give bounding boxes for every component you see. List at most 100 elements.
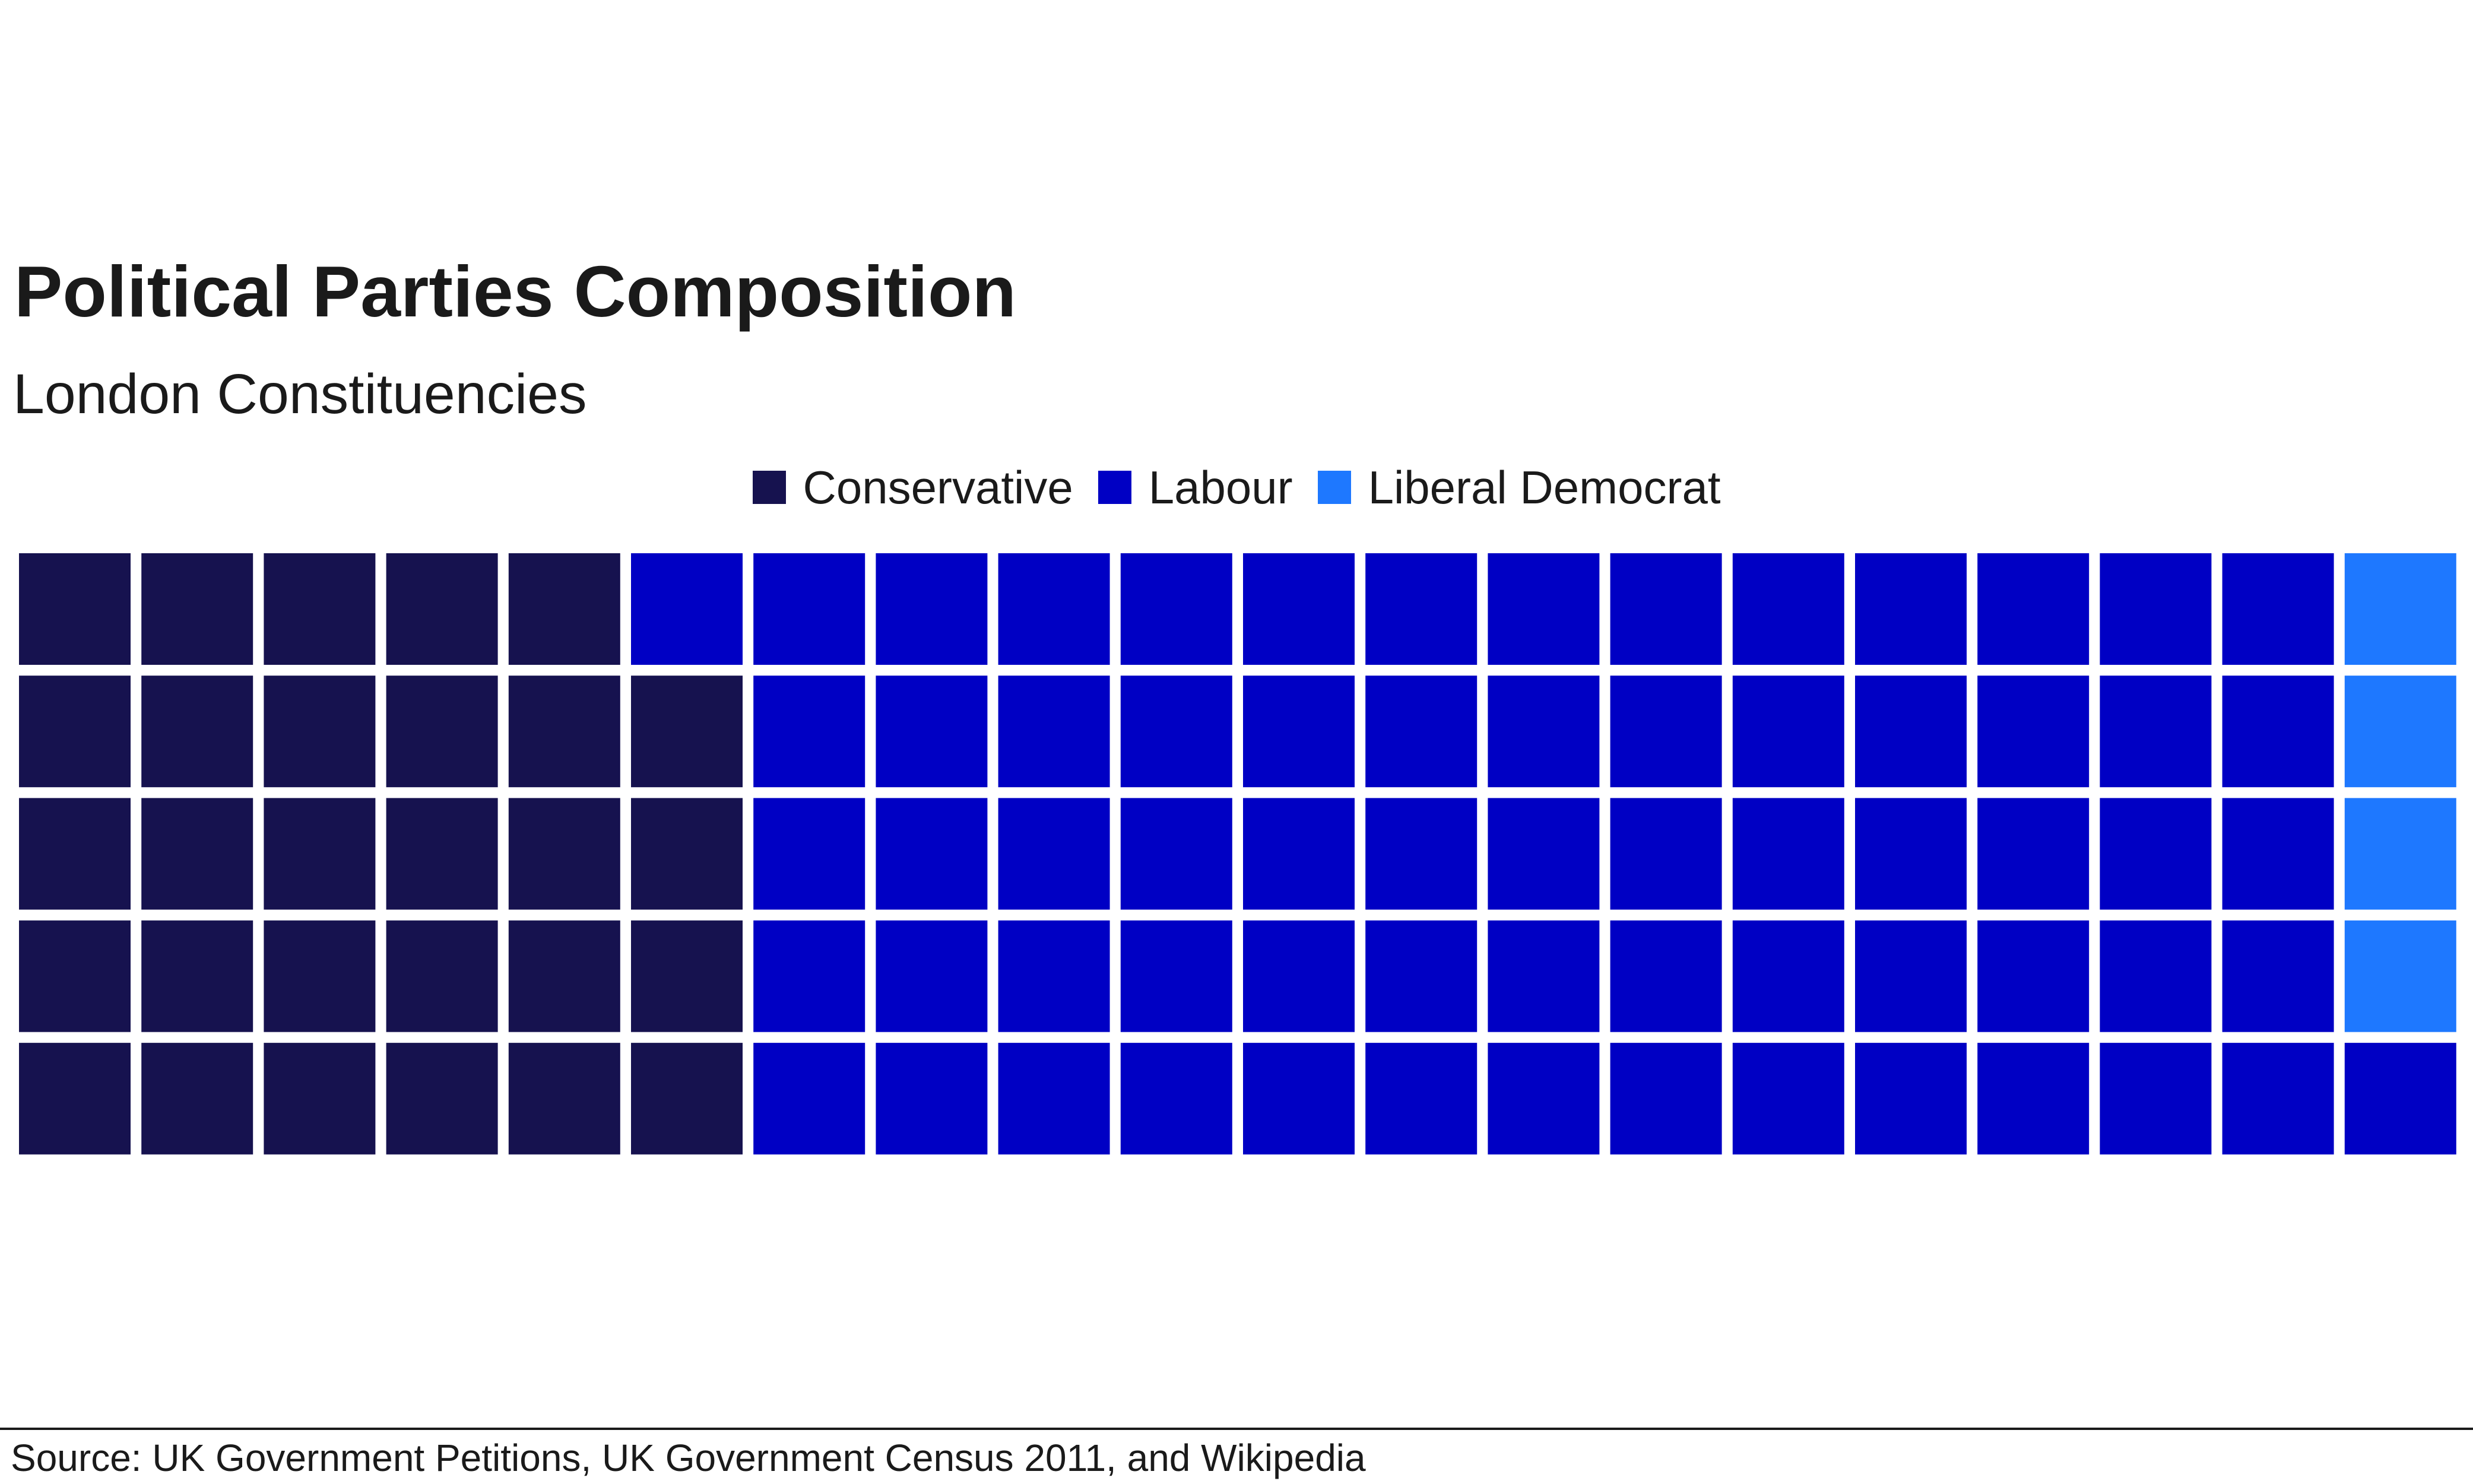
waffle-cell-conservative [141, 798, 253, 910]
waffle-cell-labour [1610, 920, 1722, 1032]
waffle-cell-labour [1120, 798, 1232, 910]
waffle-cell-conservative [508, 553, 620, 665]
caption-divider [0, 1428, 2473, 1430]
waffle-cell-labour [2100, 798, 2212, 910]
waffle-cell-labour [1120, 553, 1232, 665]
waffle-cell-conservative [19, 1042, 131, 1155]
legend-item-conservative: Conservative [752, 461, 1073, 513]
waffle-cell-conservative [508, 676, 620, 788]
waffle-cell-conservative [141, 676, 253, 788]
waffle-cell-conservative [508, 920, 620, 1032]
waffle-cell-labour [1732, 798, 1844, 910]
waffle-cell-labour [998, 798, 1110, 910]
waffle-cell-labour [1365, 920, 1478, 1032]
waffle-cell-conservative [386, 798, 498, 910]
waffle-cell-labour [1120, 676, 1232, 788]
waffle-cell-labour [2100, 920, 2212, 1032]
waffle-cell-conservative [631, 1042, 743, 1155]
legend-swatch-labour [1098, 471, 1131, 504]
legend-label-labour: Labour [1148, 461, 1293, 513]
waffle-cell-labour [1610, 798, 1722, 910]
waffle-cell-labour [1977, 798, 2090, 910]
waffle-cell-conservative [141, 1042, 253, 1155]
waffle-cell-labour [1732, 920, 1844, 1032]
waffle-cell-labour [2100, 1042, 2212, 1155]
waffle-cell-labour [876, 798, 988, 910]
waffle-cell-labour [1488, 798, 1600, 910]
waffle-cell-conservative [631, 676, 743, 788]
waffle-cell-labour [2222, 1042, 2334, 1155]
legend-swatch-conservative [752, 471, 786, 504]
waffle-cell-conservative [631, 798, 743, 910]
waffle-cell-conservative [264, 920, 376, 1032]
legend-label-liberal-democrat: Liberal Democrat [1368, 461, 1721, 513]
waffle-cell-labour [1120, 1042, 1232, 1155]
waffle-cell-conservative [386, 1042, 498, 1155]
waffle-cell-conservative [19, 798, 131, 910]
waffle-cell-labour [1120, 920, 1232, 1032]
waffle-cell-labour [753, 676, 865, 788]
waffle-cell-labour [1732, 553, 1844, 665]
chart-caption: Source: UK Government Petitions, UK Gove… [11, 1437, 1366, 1479]
waffle-cell-labour [753, 553, 865, 665]
waffle-cell-labour [998, 676, 1110, 788]
waffle-cell-liberal-democrat [2344, 798, 2456, 910]
waffle-cell-labour [1243, 553, 1355, 665]
waffle-cell-labour [2222, 676, 2334, 788]
waffle-cell-labour [1732, 1042, 1844, 1155]
waffle-cell-labour [998, 1042, 1110, 1155]
chart-subtitle: London Constituencies [13, 363, 587, 426]
waffle-cell-conservative [264, 553, 376, 665]
legend-item-liberal-democrat: Liberal Democrat [1317, 461, 1721, 513]
waffle-cell-labour [2222, 798, 2334, 910]
waffle-cell-conservative [631, 920, 743, 1032]
waffle-cell-conservative [508, 1042, 620, 1155]
waffle-cell-labour [876, 676, 988, 788]
waffle-cell-conservative [264, 1042, 376, 1155]
waffle-cell-labour [998, 553, 1110, 665]
waffle-cell-conservative [141, 920, 253, 1032]
waffle-cell-labour [1977, 920, 2090, 1032]
waffle-cell-labour [1610, 676, 1722, 788]
waffle-cell-labour [1855, 1042, 1967, 1155]
waffle-cell-conservative [141, 553, 253, 665]
waffle-cell-conservative [386, 553, 498, 665]
waffle-cell-labour [1855, 920, 1967, 1032]
waffle-cell-conservative [264, 676, 376, 788]
waffle-cell-conservative [264, 798, 376, 910]
waffle-cell-labour [1977, 553, 2090, 665]
waffle-cell-labour [1488, 553, 1600, 665]
waffle-cell-labour [876, 920, 988, 1032]
waffle-cell-labour [1610, 1042, 1722, 1155]
waffle-cell-labour [998, 920, 1110, 1032]
waffle-cell-labour [1610, 553, 1722, 665]
legend-label-conservative: Conservative [803, 461, 1073, 513]
waffle-cell-labour [1488, 1042, 1600, 1155]
legend-item-labour: Labour [1098, 464, 1293, 510]
waffle-cell-labour [1365, 553, 1478, 665]
waffle-cell-labour [1488, 676, 1600, 788]
waffle-cell-labour [2222, 553, 2334, 665]
waffle-cell-labour [1732, 676, 1844, 788]
waffle-cell-labour [1855, 798, 1967, 910]
waffle-cell-labour [2344, 1042, 2456, 1155]
waffle-cell-labour [753, 1042, 865, 1155]
waffle-cell-labour [1243, 1042, 1355, 1155]
chart-title: Political Parties Composition [14, 251, 1016, 332]
legend-swatch-liberal-democrat [1317, 471, 1351, 504]
waffle-cell-conservative [386, 676, 498, 788]
waffle-cell-labour [1855, 676, 1967, 788]
waffle-cell-labour [1243, 920, 1355, 1032]
waffle-cell-labour [753, 920, 865, 1032]
waffle-cell-liberal-democrat [2344, 553, 2456, 665]
waffle-cell-conservative [386, 920, 498, 1032]
waffle-cell-labour [876, 553, 988, 665]
waffle-cell-conservative [19, 676, 131, 788]
waffle-cell-labour [1488, 920, 1600, 1032]
waffle-cell-labour [1977, 676, 2090, 788]
waffle-cell-labour [1977, 1042, 2090, 1155]
waffle-cell-conservative [19, 553, 131, 665]
waffle-cell-labour [2100, 676, 2212, 788]
waffle-cell-labour [753, 798, 865, 910]
